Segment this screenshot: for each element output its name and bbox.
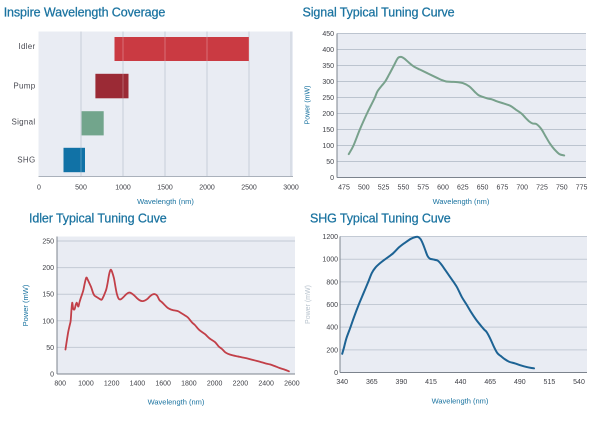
svg-text:Idler Typical Tuning Cuve: Idler Typical Tuning Cuve [29,212,167,226]
svg-text:0: 0 [334,370,338,377]
svg-text:490: 490 [514,379,526,386]
svg-text:1600: 1600 [155,381,171,388]
svg-text:340: 340 [336,379,348,386]
svg-text:465: 465 [484,379,496,386]
svg-text:675: 675 [497,185,509,192]
svg-text:350: 350 [322,63,334,70]
svg-text:625: 625 [457,185,469,192]
svg-text:525: 525 [378,185,390,192]
svg-text:0: 0 [37,185,41,192]
svg-text:Wavelength (nm): Wavelength (nm) [432,397,489,406]
svg-text:2000: 2000 [199,185,215,192]
svg-text:0: 0 [50,372,54,379]
svg-text:300: 300 [322,79,334,86]
svg-text:2600: 2600 [284,381,300,388]
svg-text:390: 390 [396,379,408,386]
svg-text:0: 0 [330,175,334,182]
svg-text:650: 650 [477,185,489,192]
svg-text:600: 600 [437,185,449,192]
svg-text:Wavelength (nm): Wavelength (nm) [433,197,490,206]
svg-text:540: 540 [573,379,585,386]
svg-text:1200: 1200 [322,234,338,241]
svg-text:3000: 3000 [283,185,299,192]
svg-text:800: 800 [54,381,66,388]
svg-text:Inspire Wavelength Coverage: Inspire Wavelength Coverage [4,5,166,19]
svg-text:2200: 2200 [233,381,249,388]
svg-text:450: 450 [322,31,334,38]
svg-text:600: 600 [326,302,338,309]
svg-text:Power (mW): Power (mW) [305,285,312,324]
svg-text:2400: 2400 [258,381,274,388]
svg-text:Power (mW): Power (mW) [21,284,30,326]
svg-text:Wavelength (nm): Wavelength (nm) [137,197,194,206]
svg-text:100: 100 [42,318,54,325]
svg-text:575: 575 [417,185,429,192]
svg-text:1400: 1400 [130,381,146,388]
svg-text:725: 725 [536,185,548,192]
svg-text:415: 415 [425,379,437,386]
svg-text:Wavelength (nm): Wavelength (nm) [148,398,205,407]
svg-text:200: 200 [326,347,338,354]
svg-text:1000: 1000 [322,257,338,264]
svg-text:250: 250 [42,239,54,246]
svg-text:750: 750 [556,185,568,192]
svg-text:50: 50 [46,345,54,352]
svg-text:1000: 1000 [78,381,94,388]
svg-text:775: 775 [576,185,588,192]
svg-text:200: 200 [42,265,54,272]
svg-text:150: 150 [322,127,334,134]
svg-text:550: 550 [398,185,410,192]
svg-text:Pump: Pump [13,82,35,91]
svg-text:1000: 1000 [115,185,131,192]
svg-text:Signal Typical Tuning Curve: Signal Typical Tuning Curve [303,5,455,19]
svg-text:475: 475 [338,185,350,192]
svg-text:2500: 2500 [241,185,257,192]
svg-text:400: 400 [322,47,334,54]
svg-text:Idler: Idler [18,42,35,51]
svg-text:50: 50 [326,159,334,166]
svg-text:500: 500 [358,185,370,192]
svg-text:2000: 2000 [207,381,223,388]
svg-text:700: 700 [516,185,528,192]
svg-text:515: 515 [544,379,556,386]
svg-text:150: 150 [42,292,54,299]
svg-text:SHG Typical Tuning Cuve: SHG Typical Tuning Cuve [310,211,451,225]
svg-text:800: 800 [326,279,338,286]
svg-text:200: 200 [322,111,334,118]
svg-text:Power (mW): Power (mW) [305,86,312,125]
svg-text:1200: 1200 [104,381,120,388]
svg-text:1800: 1800 [181,381,197,388]
svg-text:365: 365 [366,379,378,386]
svg-text:500: 500 [75,185,87,192]
svg-text:250: 250 [322,95,334,102]
svg-text:Signal: Signal [11,118,35,127]
svg-text:400: 400 [326,325,338,332]
svg-text:100: 100 [322,143,334,150]
svg-text:1500: 1500 [157,185,173,192]
svg-text:SHG: SHG [17,156,35,165]
svg-text:440: 440 [455,379,467,386]
